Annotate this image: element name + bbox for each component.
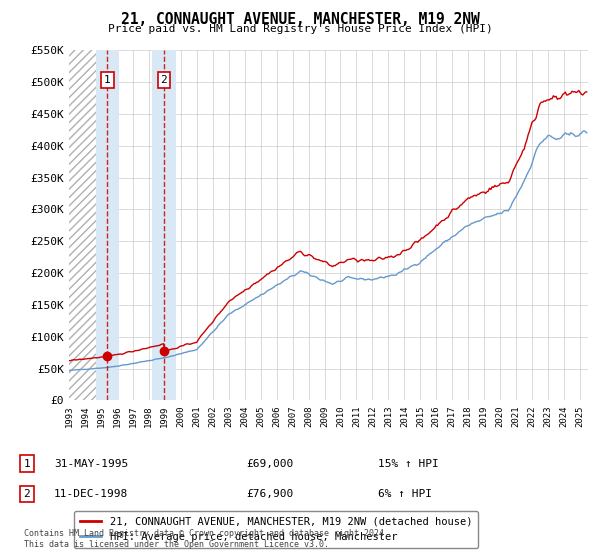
Bar [69, 50, 107, 400]
Text: £76,900: £76,900 [246, 489, 293, 499]
Text: 31-MAY-1995: 31-MAY-1995 [54, 459, 128, 469]
Bar [152, 50, 176, 400]
Text: £69,000: £69,000 [246, 459, 293, 469]
Text: 11-DEC-1998: 11-DEC-1998 [54, 489, 128, 499]
Text: 2: 2 [160, 75, 167, 85]
Text: 15% ↑ HPI: 15% ↑ HPI [378, 459, 439, 469]
Text: 21, CONNAUGHT AVENUE, MANCHESTER, M19 2NW: 21, CONNAUGHT AVENUE, MANCHESTER, M19 2N… [121, 12, 479, 27]
Text: Contains HM Land Registry data © Crown copyright and database right 2024.
This d: Contains HM Land Registry data © Crown c… [24, 529, 389, 549]
Text: Price paid vs. HM Land Registry's House Price Index (HPI): Price paid vs. HM Land Registry's House … [107, 24, 493, 34]
Text: 1: 1 [104, 75, 111, 85]
Text: 6% ↑ HPI: 6% ↑ HPI [378, 489, 432, 499]
Legend: 21, CONNAUGHT AVENUE, MANCHESTER, M19 2NW (detached house), HPI: Average price, : 21, CONNAUGHT AVENUE, MANCHESTER, M19 2N… [74, 511, 478, 548]
Bar [96, 50, 119, 400]
Text: 2: 2 [23, 489, 31, 499]
Text: 1: 1 [23, 459, 31, 469]
